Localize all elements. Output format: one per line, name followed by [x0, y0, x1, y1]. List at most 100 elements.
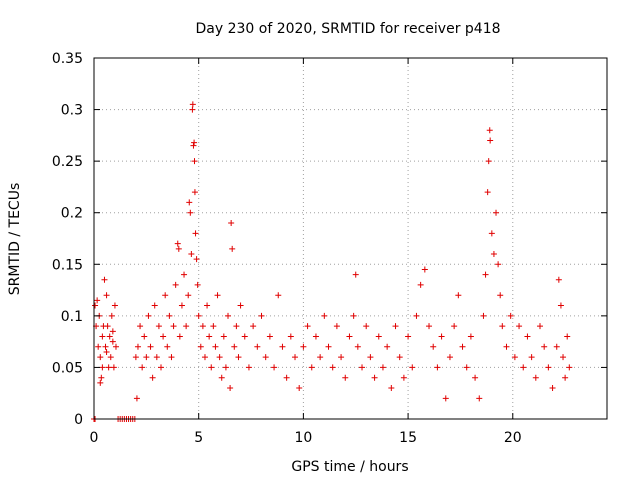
x-tick-labels: 0 5 10 15 20 [90, 430, 522, 446]
data-point [166, 312, 173, 319]
grid [94, 58, 607, 419]
data-point [266, 333, 273, 340]
data-point [472, 374, 479, 381]
data-point [97, 379, 104, 386]
data-point [317, 354, 324, 361]
data-point [499, 323, 506, 330]
data-point [396, 354, 403, 361]
data-point [147, 343, 154, 350]
data-point [405, 333, 412, 340]
y-tick-label: 0.3 [61, 103, 83, 119]
data-point [528, 354, 535, 361]
data-point [484, 189, 491, 196]
y-tick-label: 0.35 [52, 51, 83, 67]
y-tick-label: 0 [74, 412, 83, 428]
data-point [97, 354, 104, 361]
data-point [536, 323, 543, 330]
data-point [524, 333, 531, 340]
data-point [388, 385, 395, 392]
data-point [292, 354, 299, 361]
data-point [520, 364, 527, 371]
data-point [109, 328, 116, 335]
y-tick-labels: 0 0.05 0.1 0.15 0.2 0.25 0.3 0.35 [52, 51, 83, 428]
data-point [151, 302, 158, 309]
data-point [98, 374, 105, 381]
plot-frame [93, 57, 608, 420]
data-point [245, 364, 252, 371]
data-point [346, 333, 353, 340]
data-point [392, 323, 399, 330]
data-point [195, 312, 202, 319]
data-point [143, 354, 150, 361]
chart-title: Day 230 of 2020, SRMTID for receiver p41… [195, 21, 500, 37]
data-point [321, 312, 328, 319]
data-point [191, 139, 198, 146]
data-point [190, 142, 197, 149]
data-point [350, 312, 357, 319]
data-point [103, 292, 110, 299]
data-point [495, 261, 502, 268]
data-point [363, 323, 370, 330]
data-point [497, 292, 504, 299]
data-point [104, 323, 111, 330]
data-point [216, 354, 223, 361]
data-point [108, 312, 115, 319]
data-point [210, 323, 217, 330]
data-point [145, 312, 152, 319]
data-point [160, 333, 167, 340]
y-tick-label: 0.2 [61, 206, 83, 222]
data-point [94, 297, 101, 304]
data-point [212, 343, 219, 350]
x-tick-label: 15 [399, 430, 417, 446]
data-point [204, 302, 211, 309]
data-point [158, 364, 165, 371]
data-point [304, 323, 311, 330]
data-point [333, 323, 340, 330]
data-point [92, 302, 99, 309]
x-tick-label: 20 [504, 430, 522, 446]
data-point [287, 333, 294, 340]
data-point [275, 292, 282, 299]
data-point [417, 281, 424, 288]
data-point [206, 333, 213, 340]
data-point [283, 374, 290, 381]
data-point [109, 338, 116, 345]
data-point [174, 240, 181, 247]
data-point [359, 364, 366, 371]
data-point [170, 323, 177, 330]
data-point [95, 343, 102, 350]
data-point [172, 281, 179, 288]
data-point [400, 374, 407, 381]
data-point [218, 374, 225, 381]
data-point [482, 271, 489, 278]
data-point [463, 364, 470, 371]
data-point [446, 354, 453, 361]
data-point [503, 343, 510, 350]
y-tick-label: 0.05 [52, 360, 83, 376]
data-point [352, 271, 359, 278]
data-point [532, 374, 539, 381]
data-point [199, 323, 206, 330]
data-point [338, 354, 345, 361]
data-point [434, 364, 441, 371]
data-point [413, 312, 420, 319]
data-point [409, 364, 416, 371]
data-point [220, 333, 227, 340]
data-point [188, 250, 195, 257]
data-point [480, 312, 487, 319]
data-point [229, 245, 236, 252]
data-point [430, 343, 437, 350]
data-point [132, 354, 139, 361]
data-point [99, 333, 106, 340]
data-point [102, 343, 109, 350]
data-point [181, 271, 188, 278]
data-point [168, 354, 175, 361]
data-point [511, 354, 518, 361]
data-point [112, 343, 119, 350]
x-axis-label: GPS time / hours [291, 459, 408, 475]
y-tick-label: 0.1 [61, 309, 83, 325]
data-point [507, 312, 514, 319]
data-point [367, 354, 374, 361]
data-point [107, 354, 114, 361]
data-point [300, 343, 307, 350]
